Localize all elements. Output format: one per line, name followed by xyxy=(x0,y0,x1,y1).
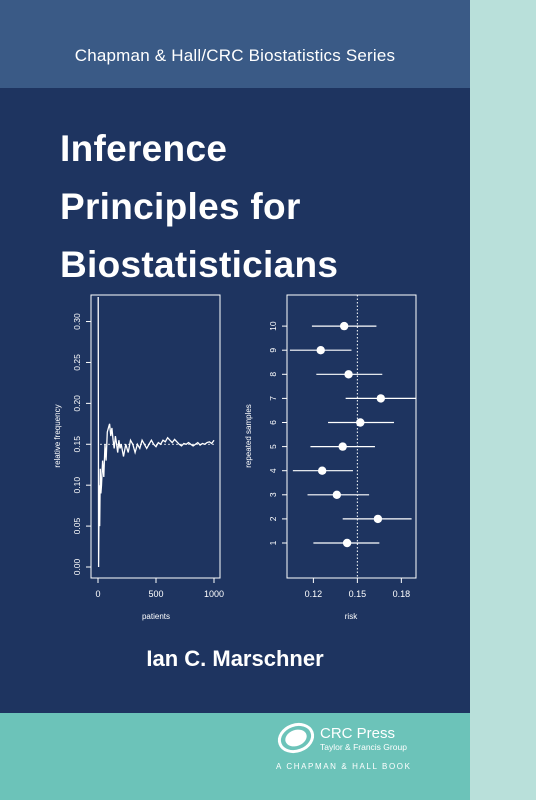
publisher-book-line: A CHAPMAN & HALL BOOK xyxy=(276,762,412,771)
publisher-subtitle: Taylor & Francis Group xyxy=(320,742,407,752)
title-line-1: Inference xyxy=(60,128,228,169)
title-line-3: Biostatisticians xyxy=(60,244,339,285)
author-name: Ian C. Marschner xyxy=(146,646,324,671)
bottom-band xyxy=(0,713,470,800)
title-line-2: Principles for xyxy=(60,186,301,227)
publisher-name: CRC Press xyxy=(320,725,396,742)
side-strip xyxy=(470,0,536,800)
series-bar xyxy=(0,0,470,88)
book-title: Inference Principles for Biostatistician… xyxy=(60,120,338,294)
crc-logo-icon xyxy=(277,722,315,754)
series-name: Chapman & Hall/CRC Biostatistics Series xyxy=(74,46,396,65)
